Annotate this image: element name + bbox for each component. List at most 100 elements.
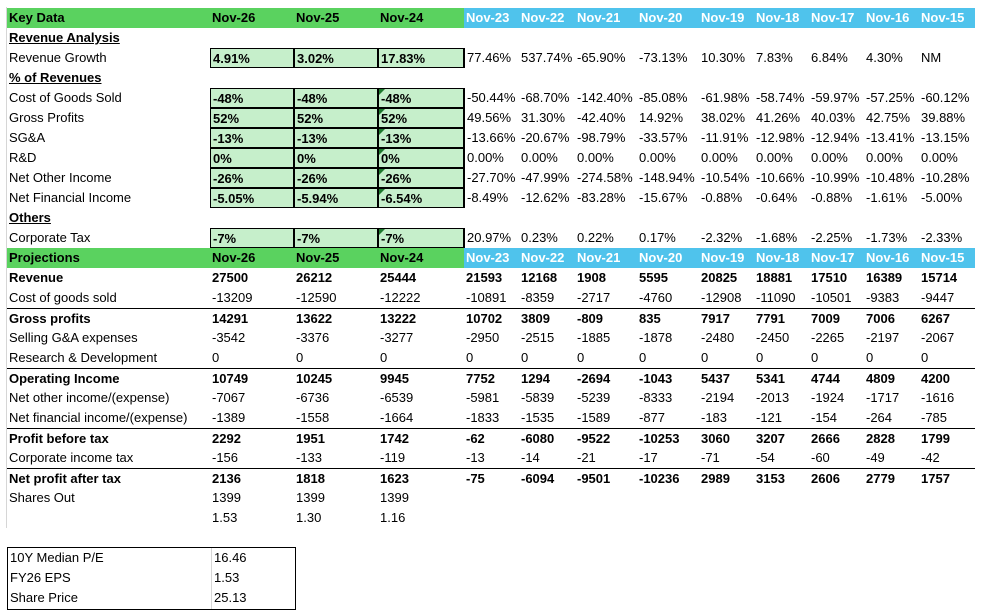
value-cell[interactable]: -42	[921, 450, 940, 465]
value-cell[interactable]: -7%	[210, 228, 294, 248]
value-cell[interactable]: 3.02%	[294, 48, 378, 68]
value-cell[interactable]: -13%	[294, 128, 378, 148]
value-cell[interactable]: -48%	[378, 88, 464, 108]
value-cell[interactable]	[699, 488, 754, 508]
value-cell[interactable]: 7009	[809, 308, 864, 328]
value-cell[interactable]: -2480	[701, 330, 735, 345]
value-cell[interactable]: -809	[575, 308, 637, 328]
value-cell[interactable]: 0.00%	[701, 150, 738, 165]
value-cell[interactable]: 1.30	[296, 510, 322, 525]
value-cell[interactable]: -133	[296, 450, 323, 465]
value-cell[interactable]: -7%	[378, 228, 464, 248]
value-cell[interactable]: -3542	[212, 330, 246, 345]
value-cell[interactable]: 0%	[378, 148, 464, 168]
summary-row[interactable]: FY26 EPS 1.53	[8, 568, 295, 588]
value-cell[interactable]: -10.54%	[701, 170, 750, 185]
value-cell[interactable]: 27500	[212, 270, 249, 285]
period-header-cell[interactable]: Nov-26	[210, 8, 294, 28]
period-header-cell[interactable]: Nov-23	[464, 248, 519, 268]
value-cell[interactable]: 0	[521, 350, 529, 365]
value-cell[interactable]: 6.84%	[811, 50, 848, 65]
period-header-cell[interactable]: Nov-24	[378, 8, 464, 28]
value-cell[interactable]: 0.00%	[639, 150, 676, 165]
value-cell[interactable]: 52%	[210, 108, 294, 128]
value-cell[interactable]: -2.25%	[811, 230, 853, 245]
value-cell[interactable]: 0.23%	[521, 230, 558, 245]
value-cell[interactable]: -1558	[296, 410, 330, 425]
value-cell[interactable]: -13%	[210, 128, 294, 148]
value-cell[interactable]: -156	[212, 450, 239, 465]
value-cell[interactable]: -60	[811, 450, 830, 465]
value-cell[interactable]: -3376	[296, 330, 330, 345]
value-cell[interactable]	[754, 508, 809, 528]
value-cell[interactable]: 0	[466, 350, 474, 365]
value-cell[interactable]: -1664	[380, 410, 414, 425]
value-cell[interactable]: -11090	[756, 290, 796, 305]
value-cell[interactable]: 0.17%	[639, 230, 676, 245]
value-cell[interactable]: -1717	[866, 390, 900, 405]
value-cell[interactable]: -785	[921, 410, 948, 425]
value-cell[interactable]: -5839	[521, 390, 555, 405]
value-cell[interactable]: -83.28%	[577, 190, 626, 205]
value-cell[interactable]: 0	[212, 350, 220, 365]
value-cell[interactable]: 835	[637, 308, 699, 328]
value-cell[interactable]: 18881	[756, 270, 793, 285]
value-cell[interactable]: -54	[756, 450, 775, 465]
value-cell[interactable]: 26212	[296, 270, 333, 285]
period-header-cell[interactable]: Nov-23	[464, 8, 519, 28]
period-header-cell[interactable]: Nov-19	[699, 8, 754, 28]
value-cell[interactable]: 14291	[210, 308, 294, 328]
value-cell[interactable]: 0	[756, 350, 764, 365]
value-cell[interactable]: 1294	[519, 368, 575, 388]
value-cell[interactable]: 7.83%	[756, 50, 793, 65]
value-cell[interactable]: -1616	[921, 390, 955, 405]
value-cell[interactable]: -10501	[811, 290, 852, 305]
period-header-cell[interactable]: Nov-16	[864, 8, 919, 28]
row-label-cell[interactable]: Revenue Growth	[9, 50, 107, 65]
period-header-cell[interactable]: Nov-19	[699, 248, 754, 268]
value-cell[interactable]: -8359	[521, 290, 555, 305]
value-cell[interactable]: -48%	[210, 88, 294, 108]
value-cell[interactable]: 3153	[754, 468, 809, 488]
value-cell[interactable]: 1399	[296, 490, 325, 505]
row-label-cell[interactable]: Corporate Tax	[9, 230, 91, 245]
value-cell[interactable]: 3207	[754, 428, 809, 448]
value-cell[interactable]	[699, 508, 754, 528]
value-cell[interactable]: -13.66%	[464, 128, 519, 148]
value-cell[interactable]: -58.74%	[756, 90, 805, 105]
value-cell[interactable]: -27.70%	[464, 168, 519, 188]
row-label-cell[interactable]: Operating Income	[7, 368, 210, 388]
value-cell[interactable]: 10.30%	[701, 50, 746, 65]
value-cell[interactable]: -9447	[921, 290, 955, 305]
value-cell[interactable]: 10749	[210, 368, 294, 388]
value-cell[interactable]: 1399	[212, 490, 241, 505]
value-cell[interactable]: 2779	[864, 468, 919, 488]
value-cell[interactable]: 0%	[210, 148, 294, 168]
value-cell[interactable]: -85.08%	[639, 90, 688, 105]
value-cell[interactable]: -12590	[296, 290, 337, 305]
value-cell[interactable]: -2.33%	[921, 230, 963, 245]
value-cell[interactable]: -71	[701, 450, 720, 465]
value-cell[interactable]: -2450	[756, 330, 790, 345]
row-label-cell[interactable]: Net Other Income	[9, 170, 112, 185]
value-cell[interactable]: -2717	[577, 290, 611, 305]
value-cell[interactable]: -10.66%	[756, 170, 805, 185]
value-cell[interactable]: -264	[866, 410, 893, 425]
value-cell[interactable]: -2067	[921, 330, 955, 345]
value-cell[interactable]: -5.94%	[294, 188, 378, 208]
value-cell[interactable]: 537.74%	[521, 50, 573, 65]
value-cell[interactable]: -0.64%	[756, 190, 798, 205]
value-cell[interactable]: 0	[296, 350, 304, 365]
value-cell[interactable]: 2989	[699, 468, 754, 488]
period-header-cell[interactable]: Nov-18	[754, 8, 809, 28]
value-cell[interactable]: -2515	[521, 330, 555, 345]
period-header-cell[interactable]: Nov-17	[809, 8, 864, 28]
value-cell[interactable]: -10.48%	[866, 170, 915, 185]
value-cell[interactable]: -2194	[701, 390, 735, 405]
value-cell[interactable]: -3277	[380, 330, 414, 345]
period-header-cell[interactable]: Nov-15	[919, 248, 975, 268]
row-label-cell[interactable]: Net financial income/(expense)	[9, 410, 188, 425]
value-cell[interactable]: -12908	[701, 290, 742, 305]
value-cell[interactable]: -59.97%	[811, 90, 860, 105]
period-header-cell[interactable]: Nov-21	[575, 8, 637, 28]
